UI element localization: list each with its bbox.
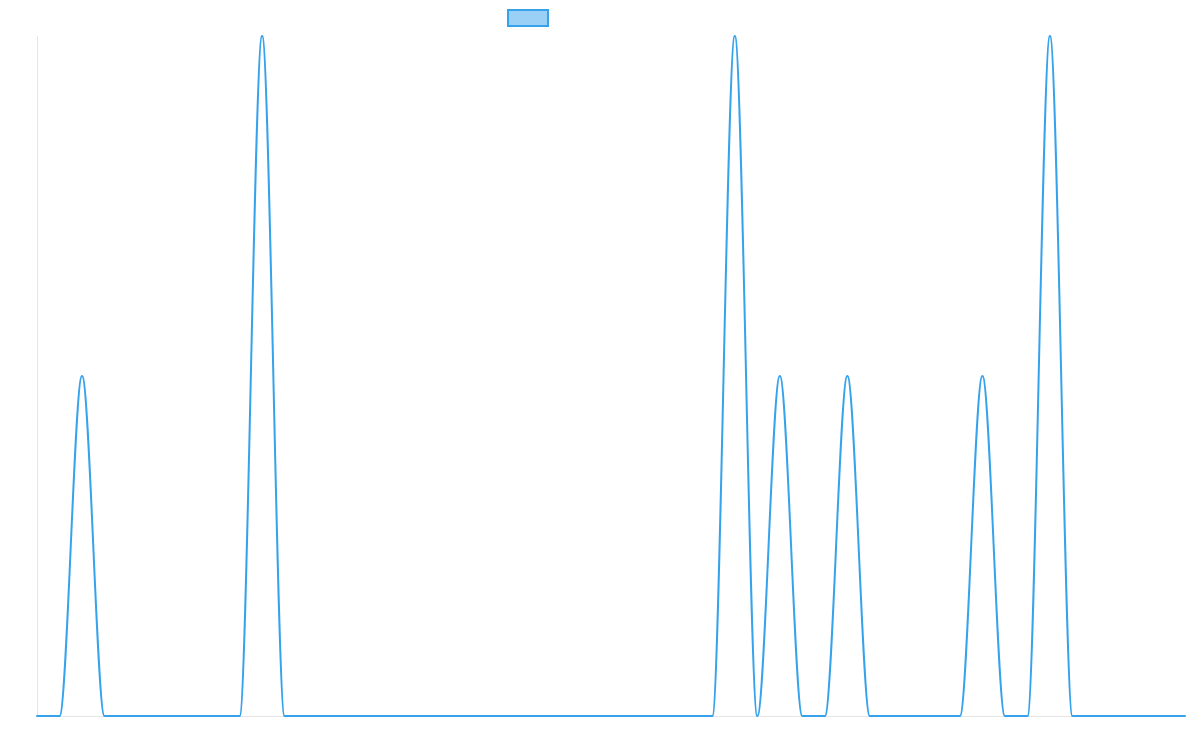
data-point-0-14[interactable] xyxy=(349,713,355,719)
data-point-0-25[interactable] xyxy=(597,713,603,719)
data-point-0-23[interactable] xyxy=(552,713,558,719)
data-point-0-36[interactable] xyxy=(844,373,850,379)
data-point-0-20[interactable] xyxy=(484,713,490,719)
data-point-0-18[interactable] xyxy=(439,713,445,719)
data-point-0-10[interactable] xyxy=(259,33,265,39)
data-point-0-22[interactable] xyxy=(529,713,535,719)
data-point-0-15[interactable] xyxy=(372,713,378,719)
data-point-0-39[interactable] xyxy=(912,713,918,719)
series-layer xyxy=(34,33,1188,719)
legend-swatch[interactable] xyxy=(507,9,549,27)
data-point-0-49[interactable] xyxy=(1137,713,1143,719)
data-point-0-12[interactable] xyxy=(304,713,310,719)
axes xyxy=(37,36,1185,717)
data-point-0-28[interactable] xyxy=(664,713,670,719)
data-point-0-21[interactable] xyxy=(507,713,513,719)
data-point-0-5[interactable] xyxy=(147,713,153,719)
data-point-0-47[interactable] xyxy=(1092,713,1098,719)
data-point-0-45[interactable] xyxy=(1047,33,1053,39)
data-point-0-29[interactable] xyxy=(687,713,693,719)
data-point-0-0[interactable] xyxy=(34,713,40,719)
data-point-0-19[interactable] xyxy=(462,713,468,719)
data-point-0-26[interactable] xyxy=(619,713,625,719)
data-point-0-17[interactable] xyxy=(417,713,423,719)
data-point-0-4[interactable] xyxy=(124,713,130,719)
data-point-0-16[interactable] xyxy=(394,713,400,719)
data-point-0-7[interactable] xyxy=(192,713,198,719)
data-point-0-44[interactable] xyxy=(1024,713,1030,719)
data-point-0-24[interactable] xyxy=(574,713,580,719)
data-point-0-34[interactable] xyxy=(799,713,805,719)
data-point-0-33[interactable] xyxy=(777,373,783,379)
data-point-0-3[interactable] xyxy=(102,713,108,719)
data-point-0-2[interactable] xyxy=(79,373,85,379)
data-point-0-31[interactable] xyxy=(732,33,738,39)
legend[interactable] xyxy=(507,9,549,27)
data-point-0-8[interactable] xyxy=(214,713,220,719)
data-point-0-13[interactable] xyxy=(327,713,333,719)
series-line-0 xyxy=(36,35,1186,717)
data-point-0-11[interactable] xyxy=(282,713,288,719)
data-point-0-27[interactable] xyxy=(642,713,648,719)
data-point-0-1[interactable] xyxy=(57,713,63,719)
data-point-0-43[interactable] xyxy=(1002,713,1008,719)
data-point-0-48[interactable] xyxy=(1114,713,1120,719)
data-point-0-51[interactable] xyxy=(1182,713,1188,719)
data-point-0-42[interactable] xyxy=(979,373,985,379)
data-point-0-46[interactable] xyxy=(1069,713,1075,719)
data-point-0-35[interactable] xyxy=(822,713,828,719)
data-point-0-50[interactable] xyxy=(1159,713,1165,719)
data-point-0-6[interactable] xyxy=(169,713,175,719)
data-point-0-9[interactable] xyxy=(237,713,243,719)
data-point-0-30[interactable] xyxy=(709,713,715,719)
data-point-0-40[interactable] xyxy=(934,713,940,719)
data-point-0-32[interactable] xyxy=(754,713,760,719)
data-point-0-38[interactable] xyxy=(889,713,895,719)
data-point-0-37[interactable] xyxy=(867,713,873,719)
data-point-0-41[interactable] xyxy=(957,713,963,719)
